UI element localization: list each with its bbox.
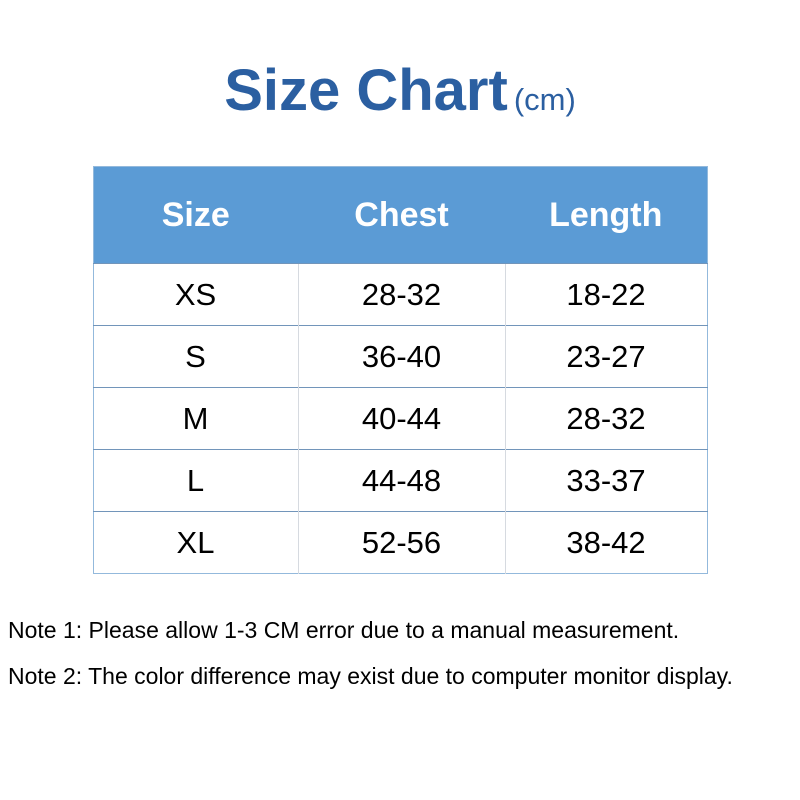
cell-length: 38-42 (504, 511, 707, 574)
header-cell-chest: Chest (298, 166, 505, 264)
notes: Note 1: Please allow 1-3 CM error due to… (8, 616, 800, 691)
header-cell-size: Size (93, 166, 298, 264)
cell-length: 33-37 (504, 449, 707, 512)
cell-length: 28-32 (504, 387, 707, 450)
cell-size: M (93, 387, 298, 450)
page-title: Size Chart (cm) (0, 62, 800, 120)
cell-length: 23-27 (504, 325, 707, 388)
cell-chest: 40-44 (297, 387, 505, 450)
title-text: Size Chart (224, 58, 508, 123)
table-row-s: S 36-40 23-27 (93, 325, 707, 388)
cell-length: 18-22 (504, 263, 707, 326)
cell-chest: 44-48 (297, 449, 505, 512)
header-cell-length: Length (505, 166, 707, 264)
cell-chest: 28-32 (297, 263, 505, 326)
note-2: Note 2: The color difference may exist d… (8, 662, 733, 689)
cell-size: XS (93, 263, 298, 326)
table-row-xl: XL 52-56 38-42 (93, 511, 707, 574)
cell-size: S (93, 325, 298, 388)
size-table: Size Chest Length XS 28-32 18-22 S 36-40… (92, 166, 708, 574)
title-unit: (cm) (513, 82, 576, 117)
cell-chest: 52-56 (297, 511, 505, 574)
cell-chest: 36-40 (297, 325, 505, 388)
cell-size: L (93, 449, 298, 512)
table-row-xs: XS 28-32 18-22 (93, 263, 707, 326)
table-header-row: Size Chest Length (93, 166, 707, 264)
cell-size: XL (93, 511, 298, 574)
table-row-l: L 44-48 33-37 (93, 449, 707, 512)
note-1: Note 1: Please allow 1-3 CM error due to… (8, 617, 680, 643)
table-row-m: M 40-44 28-32 (93, 387, 707, 450)
size-chart-page: Size Chart (cm) Size Chest Length XS 28-3… (0, 62, 800, 800)
